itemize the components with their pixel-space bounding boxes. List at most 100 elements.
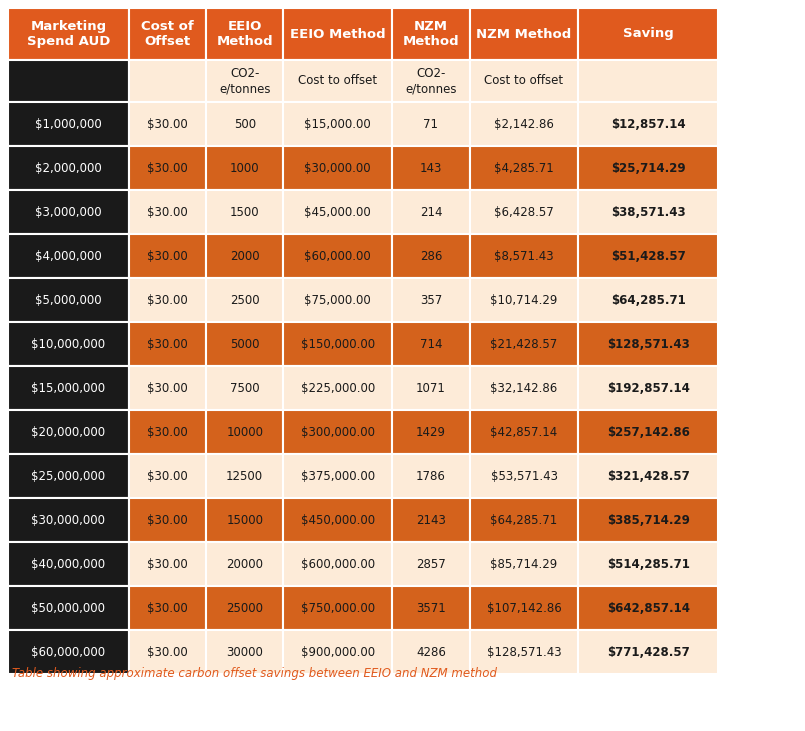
Text: $85,714.29: $85,714.29 (490, 558, 558, 570)
Bar (469, 586, 579, 630)
Text: 500: 500 (233, 118, 256, 131)
Text: $225,000.00: $225,000.00 (301, 382, 375, 395)
Text: $150,000.00: $150,000.00 (301, 338, 375, 350)
Text: $51,428.57: $51,428.57 (611, 249, 686, 262)
Bar (469, 190, 579, 234)
Bar (579, 454, 718, 498)
Bar (8, 278, 129, 322)
Bar (283, 102, 392, 146)
Text: 357: 357 (419, 294, 442, 306)
Text: $30.00: $30.00 (147, 602, 188, 615)
Text: $64,285.71: $64,285.71 (611, 294, 686, 306)
Text: 1429: 1429 (416, 425, 446, 439)
Text: CO2-
e/tonnes: CO2- e/tonnes (405, 67, 456, 95)
Bar (206, 322, 283, 366)
Text: $30.00: $30.00 (147, 645, 188, 659)
Bar (8, 498, 129, 542)
Text: 1786: 1786 (416, 469, 446, 482)
Bar (469, 234, 579, 278)
Text: $30.00: $30.00 (147, 382, 188, 395)
Text: $60,000,000: $60,000,000 (31, 645, 105, 659)
Text: $750,000.00: $750,000.00 (301, 602, 375, 615)
Bar (469, 322, 579, 366)
Text: $21,428.57: $21,428.57 (490, 338, 558, 350)
Text: $30.00: $30.00 (147, 558, 188, 570)
Text: $20,000,000: $20,000,000 (31, 425, 105, 439)
Bar (283, 542, 392, 586)
Text: NZM Method: NZM Method (477, 28, 572, 40)
Bar (392, 60, 469, 102)
Bar (283, 630, 392, 674)
Bar (579, 630, 718, 674)
Text: Cost of
Offset: Cost of Offset (141, 20, 194, 48)
Text: Cost to offset: Cost to offset (298, 75, 378, 88)
Text: $128,571.43: $128,571.43 (487, 645, 561, 659)
Bar (579, 60, 718, 102)
Bar (283, 498, 392, 542)
Bar (129, 234, 206, 278)
Bar (579, 234, 718, 278)
Bar (579, 542, 718, 586)
Text: $15,000.00: $15,000.00 (304, 118, 371, 131)
Bar (283, 234, 392, 278)
Text: Table showing approximate carbon offset savings between EEIO and NZM method: Table showing approximate carbon offset … (12, 667, 497, 680)
Text: $64,285.71: $64,285.71 (490, 513, 558, 526)
Bar (579, 8, 718, 60)
Text: 2857: 2857 (416, 558, 446, 570)
Text: $4,285.71: $4,285.71 (494, 162, 554, 175)
Text: $771,428.57: $771,428.57 (607, 645, 690, 659)
Text: $40,000,000: $40,000,000 (31, 558, 105, 570)
Bar (8, 322, 129, 366)
Text: $30.00: $30.00 (147, 338, 188, 350)
Bar (129, 60, 206, 102)
Bar (283, 322, 392, 366)
Text: 71: 71 (423, 118, 439, 131)
Text: $6,428.57: $6,428.57 (494, 205, 554, 219)
Bar (579, 498, 718, 542)
Bar (8, 586, 129, 630)
Text: $8,571.43: $8,571.43 (494, 249, 554, 262)
Bar (283, 190, 392, 234)
Bar (283, 366, 392, 410)
Bar (283, 586, 392, 630)
Bar (283, 410, 392, 454)
Bar (469, 366, 579, 410)
Bar (129, 410, 206, 454)
Bar (129, 102, 206, 146)
Text: $642,857.14: $642,857.14 (607, 602, 690, 615)
Bar (8, 60, 129, 102)
Bar (206, 234, 283, 278)
Text: $375,000.00: $375,000.00 (301, 469, 375, 482)
Bar (579, 410, 718, 454)
Bar (392, 586, 469, 630)
Bar (8, 234, 129, 278)
Text: $50,000,000: $50,000,000 (31, 602, 105, 615)
Text: Cost to offset: Cost to offset (485, 75, 564, 88)
Text: $60,000.00: $60,000.00 (304, 249, 371, 262)
Text: $257,142.86: $257,142.86 (607, 425, 690, 439)
Bar (8, 8, 129, 60)
Bar (8, 366, 129, 410)
Text: $2,142.86: $2,142.86 (494, 118, 554, 131)
Text: $38,571.43: $38,571.43 (611, 205, 686, 219)
Bar (469, 454, 579, 498)
Text: $30.00: $30.00 (147, 469, 188, 482)
Text: $30,000.00: $30,000.00 (304, 162, 371, 175)
Text: $45,000.00: $45,000.00 (304, 205, 371, 219)
Text: $10,000,000: $10,000,000 (31, 338, 105, 350)
Bar (392, 322, 469, 366)
Text: $10,714.29: $10,714.29 (490, 294, 558, 306)
Text: 2500: 2500 (230, 294, 259, 306)
Text: $15,000,000: $15,000,000 (31, 382, 105, 395)
Text: 1000: 1000 (230, 162, 259, 175)
Bar (283, 278, 392, 322)
Bar (469, 60, 579, 102)
Bar (469, 410, 579, 454)
Bar (8, 102, 129, 146)
Bar (8, 410, 129, 454)
Text: $3,000,000: $3,000,000 (35, 205, 101, 219)
Bar (129, 498, 206, 542)
Text: 7500: 7500 (230, 382, 259, 395)
Bar (206, 410, 283, 454)
Bar (129, 454, 206, 498)
